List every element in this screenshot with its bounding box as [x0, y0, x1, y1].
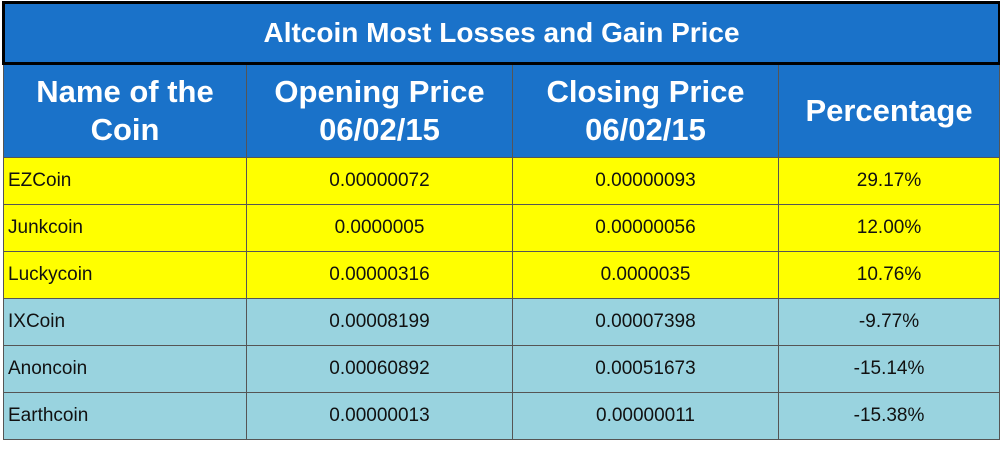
- table-row: Junkcoin 0.0000005 0.00000056 12.00%: [3, 204, 1000, 252]
- altcoin-table: Altcoin Most Losses and Gain Price Name …: [1, 1, 1000, 440]
- table-cell: 0.00000011: [512, 392, 779, 440]
- table-cell: 0.00000093: [512, 157, 779, 205]
- table-cell: 10.76%: [777, 251, 1000, 299]
- table-title: Altcoin Most Losses and Gain Price: [1, 1, 1000, 65]
- table-cell: Anoncoin: [3, 345, 247, 393]
- table-row: Anoncoin 0.00060892 0.00051673 -15.14%: [3, 345, 1000, 393]
- column-header: Percentage: [777, 63, 1000, 158]
- table-cell: 0.00000013: [246, 392, 513, 440]
- table-cell: 0.0000035: [512, 251, 779, 299]
- column-header: Name of the Coin: [3, 63, 247, 158]
- column-header: Closing Price 06/02/15: [512, 63, 779, 158]
- table-cell: IXCoin: [3, 298, 247, 346]
- table-cell: -15.38%: [777, 392, 1000, 440]
- header-row: Name of the Coin Opening Price 06/02/15 Cl…: [3, 63, 1000, 158]
- table-cell: 0.00000316: [246, 251, 513, 299]
- table-cell: 12.00%: [777, 204, 1000, 252]
- table-cell: Luckycoin: [3, 251, 247, 299]
- table-cell: 0.0000005: [246, 204, 513, 252]
- table-row: Earthcoin 0.00000013 0.00000011 -15.38%: [3, 392, 1000, 440]
- table-cell: 0.00007398: [512, 298, 779, 346]
- table-cell: 0.00060892: [246, 345, 513, 393]
- table-cell: -15.14%: [777, 345, 1000, 393]
- table-row: EZCoin 0.00000072 0.00000093 29.17%: [3, 157, 1000, 205]
- table-cell: 0.00000056: [512, 204, 779, 252]
- table-cell: 0.00000072: [246, 157, 513, 205]
- column-header: Opening Price 06/02/15: [246, 63, 513, 158]
- table-cell: 29.17%: [777, 157, 1000, 205]
- table-cell: 0.00051673: [512, 345, 779, 393]
- table-cell: Junkcoin: [3, 204, 247, 252]
- table-cell: EZCoin: [3, 157, 247, 205]
- table-cell: -9.77%: [777, 298, 1000, 346]
- table-cell: 0.00008199: [246, 298, 513, 346]
- table-body: EZCoin 0.00000072 0.00000093 29.17% Junkcoin…: [3, 157, 1000, 440]
- table-cell: Earthcoin: [3, 392, 247, 440]
- table-row: Luckycoin 0.00000316 0.0000035 10.76%: [3, 251, 1000, 299]
- table-row: IXCoin 0.00008199 0.00007398 -9.77%: [3, 298, 1000, 346]
